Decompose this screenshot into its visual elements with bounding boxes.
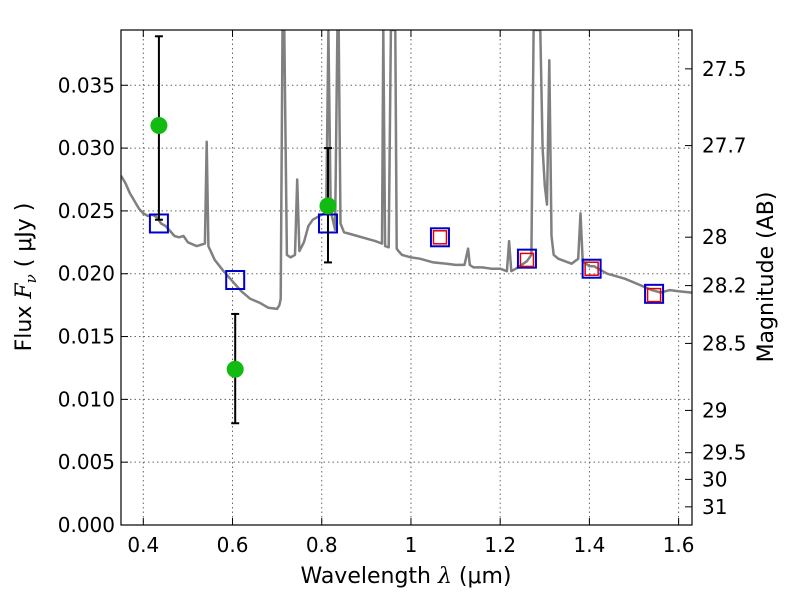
x-tick-label: 1.4 <box>573 533 605 557</box>
model-flux-square <box>516 248 537 269</box>
model-flux-square <box>225 270 246 291</box>
x-tick-label: 0.8 <box>306 533 338 557</box>
y2-axis-label: Magnitude (AB) <box>754 192 779 363</box>
y-tick-label: 0.025 <box>58 199 115 223</box>
model-flux-inner-square <box>519 252 535 268</box>
y2-tick-label: 29.5 <box>702 441 747 465</box>
x-axis-label: Wavelength λ (μm) <box>300 564 511 589</box>
plot-frame <box>120 29 693 526</box>
y2-tick-label: 31 <box>702 495 727 519</box>
y2-tick-label: 28.2 <box>702 274 747 298</box>
y-tick-label: 0.010 <box>58 387 115 411</box>
x-tick-label: 1 <box>405 533 418 557</box>
y-axis-label: Flux Fν ( μJy ) <box>12 203 40 352</box>
model-flux-inner-square <box>646 287 662 303</box>
model-flux-square <box>581 258 602 279</box>
observed-flux-point <box>319 197 337 215</box>
x-tick-label: 1.2 <box>484 533 516 557</box>
x-tick-label: 0.6 <box>217 533 249 557</box>
model-flux-inner-square <box>432 230 448 245</box>
y-tick-label: 0.015 <box>58 325 115 349</box>
y-tick-label: 0.000 <box>58 513 115 537</box>
grid-lines <box>121 30 692 526</box>
y2-tick-label: 29 <box>702 398 727 422</box>
x-tick-label: 1.6 <box>663 533 695 557</box>
y-tick-label: 0.005 <box>58 450 115 474</box>
model-flux-square <box>429 227 450 248</box>
model-flux-inner-square <box>584 261 599 276</box>
y2-tick-label: 30 <box>702 467 727 491</box>
y-tick-label: 0.030 <box>58 136 115 160</box>
y-tick-label: 0.020 <box>58 262 115 286</box>
y2-tick-label: 27.7 <box>702 134 747 158</box>
model-flux-square <box>644 283 665 304</box>
y2-tick-label: 28.5 <box>702 331 747 355</box>
x-tick-label: 0.4 <box>127 533 159 557</box>
model-spectrum-line <box>121 30 692 311</box>
plot-marks <box>121 30 692 425</box>
y2-tick-label: 27.5 <box>702 57 747 81</box>
observed-flux-point <box>226 360 244 378</box>
axis-ticks: 0.4 0.6 0.8 1 1.2 1.4 1.6 0.000 0.005 0.010 0.015 0… <box>58 30 747 557</box>
observed-flux-point <box>150 116 168 134</box>
y2-tick-label: 28 <box>702 225 727 249</box>
y-tick-label: 0.035 <box>58 73 115 97</box>
